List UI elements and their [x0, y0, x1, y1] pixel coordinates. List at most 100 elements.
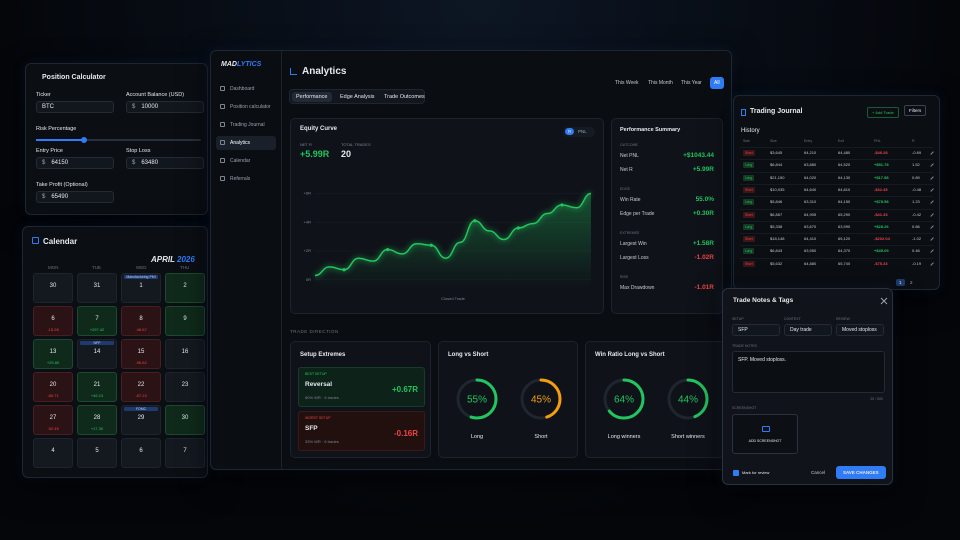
select-box[interactable]: Moved stoploss	[836, 324, 884, 336]
calendar-day[interactable]: 9	[165, 306, 205, 336]
calendar-day[interactable]: 28 +17.30	[77, 405, 117, 435]
input-box[interactable]: BTC	[36, 101, 114, 113]
calendar-day[interactable]: 29 FOMC	[121, 405, 161, 435]
input-box[interactable]: $10000	[126, 101, 204, 113]
cell: 65,120	[838, 236, 851, 242]
day-number: 6	[139, 448, 143, 454]
range-filter[interactable]: This Week	[615, 80, 639, 86]
input-box[interactable]: $65490	[36, 191, 114, 203]
weekday: TUE	[92, 265, 101, 270]
edit-icon[interactable]	[928, 247, 934, 254]
nav-item[interactable]: Trading Journal	[216, 118, 276, 132]
calendar-day[interactable]: 4	[33, 438, 73, 468]
month: APRIL	[151, 255, 175, 264]
nav-label: Dashboard	[230, 86, 255, 92]
edit-icon[interactable]	[928, 161, 934, 168]
field-label: TRADE NOTES	[732, 344, 757, 348]
calendar-day[interactable]: 23	[165, 372, 205, 402]
cell: 64,480	[838, 150, 851, 155]
calendar-day[interactable]: 20 -85.71	[33, 372, 73, 402]
save-button[interactable]: SAVE CHANGES	[836, 466, 886, 479]
range-filter[interactable]: All	[710, 77, 724, 89]
day-number: 20	[49, 382, 57, 388]
cell: -$41.33	[874, 211, 888, 217]
calendar-day[interactable]: 21 +46.13	[77, 372, 117, 402]
slider-thumb[interactable]	[81, 137, 87, 143]
donut-value: 55%	[467, 395, 487, 406]
calendar-day[interactable]: 6 -15.28	[33, 306, 73, 336]
year: 2026	[177, 255, 195, 264]
calendar-day[interactable]: 15 -96.62	[121, 339, 161, 369]
range-filter[interactable]: This Year	[681, 80, 702, 86]
nav-item[interactable]: Position calculator	[216, 100, 276, 114]
setup-tag: WORST SETUP	[305, 416, 331, 420]
edit-icon[interactable]	[928, 222, 934, 229]
nav-item[interactable]: Analytics	[216, 136, 276, 150]
edit-icon[interactable]	[928, 173, 934, 180]
cancel-button[interactable]: Cancel	[811, 470, 826, 475]
setup-item: WORST SETUP SFP 33% WR · 6 trades -0.16R	[298, 411, 425, 451]
nav-label: Position calculator	[230, 104, 271, 110]
cell: -0.48	[912, 186, 922, 192]
calendar-day[interactable]: 30	[33, 273, 73, 303]
side-pill: Short	[743, 211, 755, 218]
edit-icon[interactable]	[928, 186, 934, 192]
calendar-day[interactable]: 27 -52.45	[33, 405, 73, 435]
filters-button[interactable]: Filters	[904, 105, 927, 116]
nav-item[interactable]: Dashboard	[216, 82, 276, 96]
calendar-day[interactable]: 14 NFP	[77, 339, 117, 369]
calendar-day[interactable]: 30	[165, 405, 205, 435]
y-tick-label: +2R	[304, 248, 312, 253]
tab[interactable]: Trade Outcomes	[384, 94, 425, 100]
side-pill: Short	[743, 236, 755, 243]
select-label: REVIEW	[836, 317, 850, 321]
equity-point	[473, 219, 477, 223]
donut-card: Long vs Short 55% Long 45% Short	[438, 341, 578, 458]
toggle-option[interactable]: R	[565, 128, 575, 135]
checkbox[interactable]	[733, 470, 739, 476]
select-box[interactable]: SFP	[732, 324, 780, 336]
tab[interactable]: Performance	[292, 92, 332, 102]
nav-item[interactable]: Referrals	[216, 172, 276, 186]
side-pill: Long	[743, 174, 755, 181]
side-pill: Long	[743, 162, 755, 169]
page-button[interactable]: 2	[910, 280, 913, 285]
calendar-day[interactable]: 7 +297.42	[77, 306, 117, 336]
nav-item[interactable]: Calendar	[216, 154, 276, 168]
calendar-day[interactable]: 7	[165, 438, 205, 468]
select-label: CONTEXT	[784, 317, 801, 321]
equity-point	[560, 203, 564, 207]
calendar-day[interactable]: 16	[165, 339, 205, 369]
select-box[interactable]: Day trade	[784, 324, 832, 336]
summary-value: +$1043.44	[683, 152, 714, 159]
calendar-day[interactable]: 1 Manufacturing PMI	[121, 273, 161, 303]
edit-icon[interactable]	[928, 259, 934, 266]
input-box[interactable]: $63480	[126, 157, 204, 169]
screenshot-upload[interactable]: ADD SCREENSHOT	[732, 414, 798, 454]
edit-icon[interactable]	[928, 198, 934, 205]
calendar-day[interactable]: 2	[165, 273, 205, 303]
add-button[interactable]: + Add Trade	[867, 107, 899, 118]
page-button[interactable]: 1	[896, 279, 905, 286]
edit-icon[interactable]	[928, 235, 934, 241]
tab[interactable]: Edge Analysis	[340, 94, 375, 100]
edit-icon[interactable]	[928, 210, 934, 217]
select-value: Day trade	[790, 327, 812, 333]
edit-icon[interactable]	[928, 149, 934, 155]
side-pill: Long	[743, 199, 755, 206]
calendar-day[interactable]: 13 +25.80	[33, 339, 73, 369]
nav-icon	[220, 158, 225, 163]
calendar-day[interactable]: 8 -48.67	[121, 306, 161, 336]
calendar-day[interactable]: 5	[77, 438, 117, 468]
toggle-option[interactable]: PNL	[578, 129, 587, 134]
section-heading: RISK	[620, 275, 629, 279]
calendar-day[interactable]: 6	[121, 438, 161, 468]
close-button[interactable]	[880, 297, 888, 305]
y-tick-label: 0R	[306, 277, 311, 282]
range-filter[interactable]: This Month	[648, 80, 673, 86]
day-pnl: -87.23	[135, 393, 147, 398]
calendar-day[interactable]: 31	[77, 273, 117, 303]
calendar-day[interactable]: 22 -87.23	[121, 372, 161, 402]
notes-textarea[interactable]: SFP. Moved stoploss.	[732, 351, 885, 393]
input-box[interactable]: $64150	[36, 157, 114, 169]
